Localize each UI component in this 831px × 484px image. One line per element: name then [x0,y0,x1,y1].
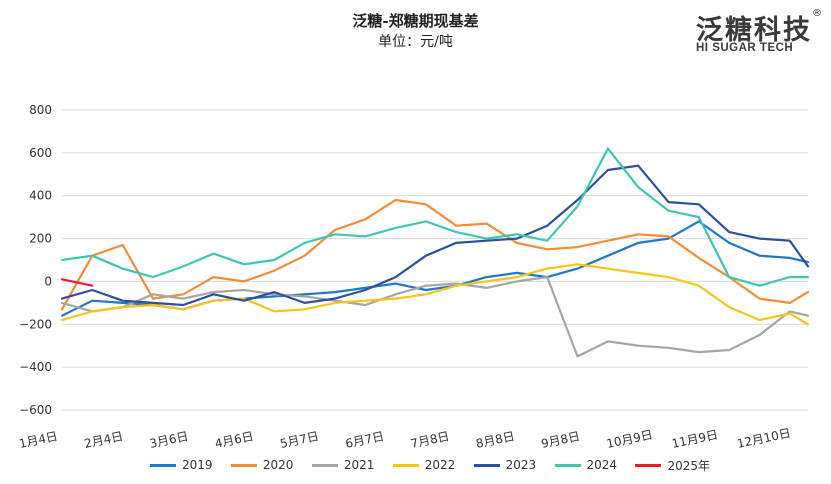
chart-subtitle: 单位：元/吨 [378,34,453,50]
x-tick-label: 6月7日 [344,429,385,451]
grid-lines [62,109,808,411]
series-line-2024 [60,147,810,287]
legend-swatch [230,463,257,467]
x-tick-label: 8月8日 [475,429,516,451]
x-tick-label: 3月6日 [148,429,189,451]
y-tick-label: 0 [44,274,52,288]
x-tick-label: 9月8日 [540,429,581,451]
series-line-2025年 [60,278,94,287]
legend-label: 2022 [424,458,456,472]
y-axis-tick-labels: 800 600 400 200 0 −200 −400 −600 [19,103,52,417]
legend-swatch [635,463,662,467]
x-tick-label: 1月4日 [18,429,59,451]
legend-swatch [150,463,176,467]
series-line-2019 [60,220,810,317]
y-tick-label: 800 [29,103,52,117]
legend-item: 2025年 [635,457,710,474]
registered-mark: ® [812,8,822,19]
series-lines [60,147,810,358]
x-tick-label: 12月10日 [736,426,792,451]
legend-label: 2024 [586,458,618,472]
x-tick-label: 2月4日 [83,429,124,451]
y-tick-label: 600 [29,146,52,160]
logo-english-text: HI SUGAR TECH [696,42,794,54]
legend-item: 2020 [230,458,294,472]
series-line-2021 [60,276,810,358]
x-tick-label: 10月9日 [605,427,654,450]
legend-label: 2025年 [667,458,710,473]
y-tick-label: −200 [19,317,52,331]
chart-title: 泛糖-郑糖期现基差 [352,12,479,30]
legend-swatch [554,463,581,467]
series-line-2022 [60,263,810,326]
x-tick-label: 4月6日 [214,429,255,451]
series-line-2020 [60,198,810,311]
x-tick-label: 7月8日 [409,429,450,451]
y-tick-label: 400 [29,189,52,203]
x-tick-label: 11月9日 [670,427,719,450]
legend-item: 2022 [392,458,456,472]
brand-logo: 泛糖科技 ® HI SUGAR TECH [690,8,822,58]
legend-swatch [311,463,338,467]
y-tick-label: 200 [29,232,52,246]
legend-label: 2023 [505,458,537,472]
x-tick-label: 5月7日 [279,429,320,451]
legend-item: 2023 [473,458,537,472]
legend-swatch [473,463,500,467]
logo-chinese-text: 泛糖科技 [696,15,812,46]
chart-legend: 2019 2020 2021 2022 2023 2024 2025年 [150,455,710,475]
legend-swatch [392,463,419,467]
y-tick-label: −600 [19,403,52,417]
legend-label: 2021 [343,458,375,472]
legend-item: 2024 [554,458,618,472]
y-tick-label: −400 [19,360,52,374]
legend-label: 2019 [182,458,213,472]
legend-label: 2020 [262,458,294,472]
x-axis-tick-labels: 1月4日 2月4日 3月6日 4月6日 5月7日 6月7日 7月8日 8月8日 9月8日 10月9… [18,426,792,451]
series-line-2023 [60,164,810,307]
legend-item: 2019 [150,458,213,472]
legend-item: 2021 [311,458,375,472]
